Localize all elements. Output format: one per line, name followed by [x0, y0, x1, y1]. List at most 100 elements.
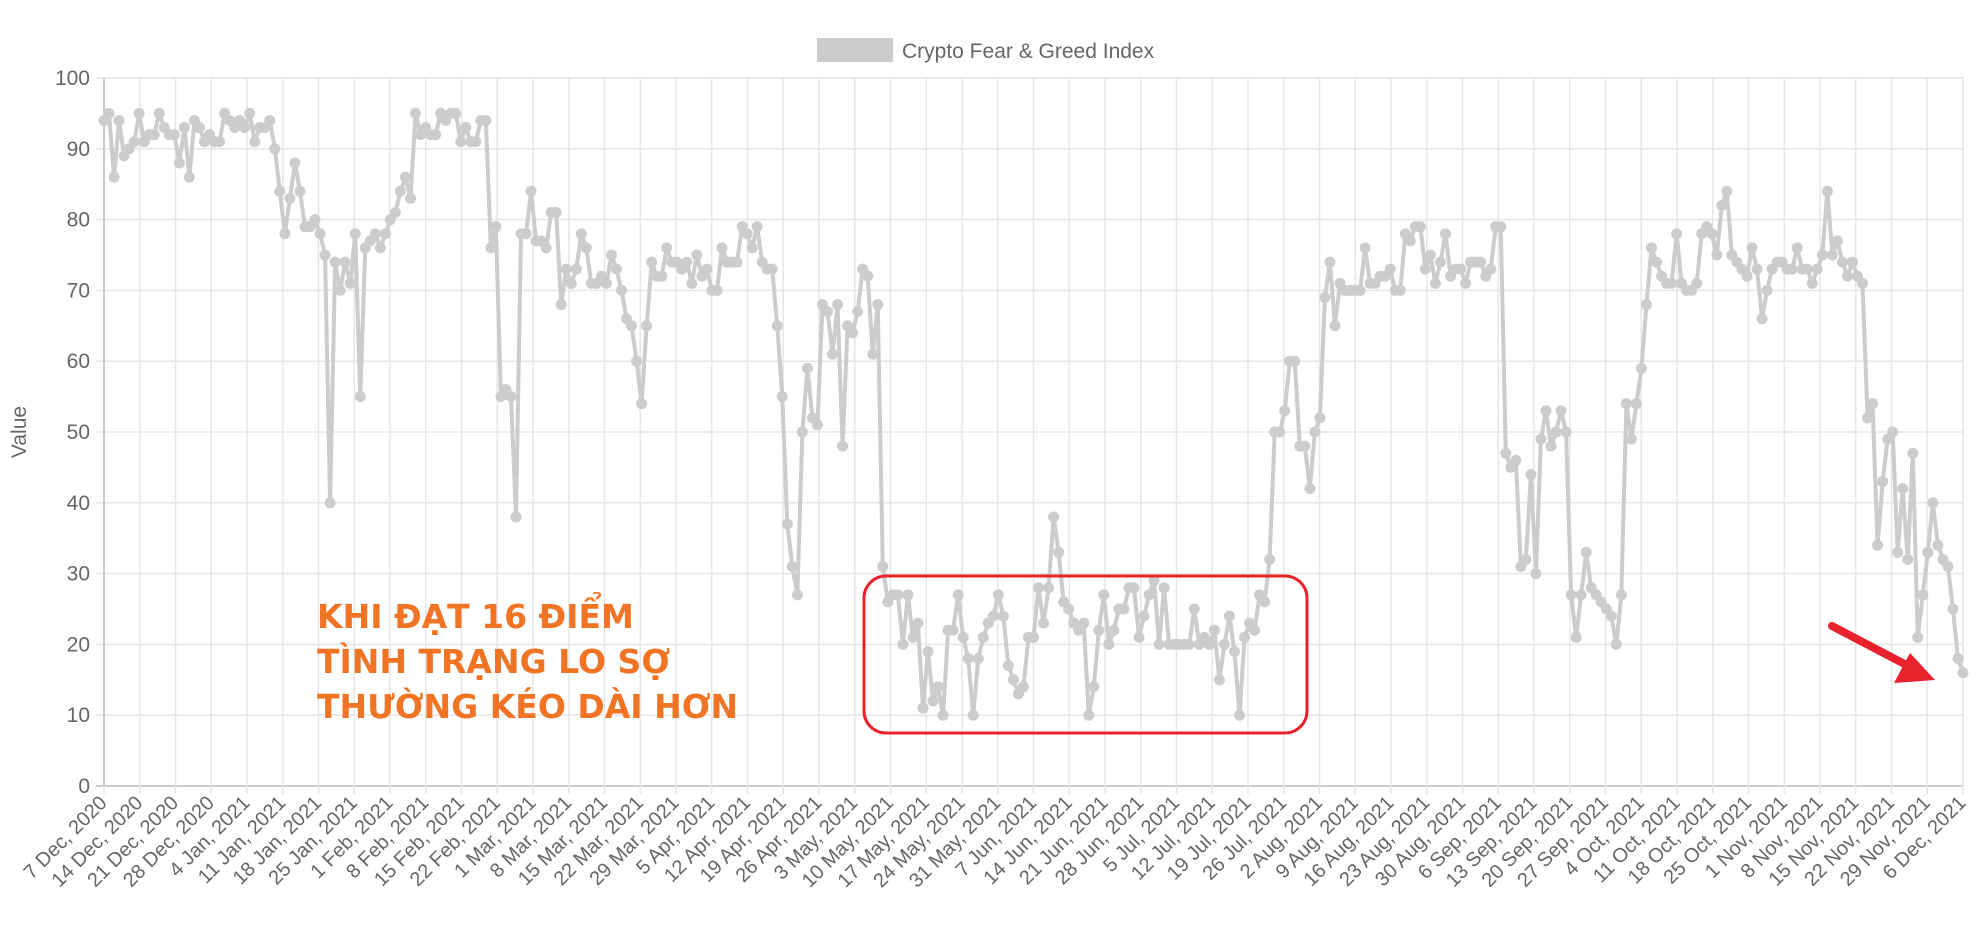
- data-point[interactable]: [289, 157, 301, 169]
- data-point[interactable]: [1811, 263, 1823, 275]
- data-point[interactable]: [153, 107, 165, 119]
- data-point[interactable]: [852, 306, 864, 318]
- data-point[interactable]: [1038, 617, 1050, 629]
- data-point[interactable]: [661, 242, 673, 254]
- data-point[interactable]: [1575, 589, 1587, 601]
- data-point[interactable]: [525, 185, 537, 197]
- data-point[interactable]: [560, 263, 572, 275]
- data-point[interactable]: [1319, 291, 1331, 303]
- data-point[interactable]: [1651, 256, 1663, 268]
- data-point[interactable]: [113, 114, 125, 126]
- data-point[interactable]: [1580, 546, 1592, 558]
- data-point[interactable]: [1239, 631, 1251, 643]
- data-point[interactable]: [580, 242, 592, 254]
- data-point[interactable]: [1691, 277, 1703, 289]
- data-point[interactable]: [1500, 447, 1512, 459]
- data-point[interactable]: [1877, 476, 1889, 488]
- data-point[interactable]: [957, 631, 969, 643]
- data-point[interactable]: [470, 136, 482, 148]
- data-point[interactable]: [967, 709, 979, 721]
- data-point[interactable]: [1520, 553, 1532, 565]
- data-point[interactable]: [1188, 603, 1200, 615]
- data-point[interactable]: [173, 157, 185, 169]
- data-point[interactable]: [389, 207, 401, 219]
- data-point[interactable]: [872, 299, 884, 311]
- data-point[interactable]: [1867, 398, 1879, 410]
- data-point[interactable]: [837, 440, 849, 452]
- data-point[interactable]: [1952, 653, 1964, 665]
- data-point[interactable]: [1846, 256, 1858, 268]
- data-point[interactable]: [1932, 539, 1944, 551]
- data-point[interactable]: [847, 327, 859, 339]
- data-point[interactable]: [932, 681, 944, 693]
- data-point[interactable]: [1088, 681, 1100, 693]
- data-point[interactable]: [631, 355, 643, 367]
- data-point[interactable]: [1620, 398, 1632, 410]
- data-point[interactable]: [1439, 228, 1451, 240]
- data-point[interactable]: [1279, 405, 1291, 417]
- data-point[interactable]: [922, 645, 934, 657]
- data-point[interactable]: [610, 263, 622, 275]
- data-point[interactable]: [1043, 582, 1055, 594]
- data-point[interactable]: [626, 320, 638, 332]
- data-point[interactable]: [997, 610, 1009, 622]
- data-point[interactable]: [1304, 483, 1316, 495]
- data-point[interactable]: [103, 107, 115, 119]
- data-point[interactable]: [877, 561, 889, 573]
- data-point[interactable]: [485, 242, 497, 254]
- data-point[interactable]: [1183, 638, 1195, 650]
- data-point[interactable]: [284, 192, 296, 204]
- data-point[interactable]: [1203, 638, 1215, 650]
- data-point[interactable]: [1635, 362, 1647, 374]
- data-point[interactable]: [636, 398, 648, 410]
- data-point[interactable]: [827, 348, 839, 360]
- data-point[interactable]: [616, 284, 628, 296]
- data-point[interactable]: [1429, 277, 1441, 289]
- data-point[interactable]: [550, 207, 562, 219]
- data-point[interactable]: [766, 263, 778, 275]
- data-point[interactable]: [314, 228, 326, 240]
- data-point[interactable]: [686, 277, 698, 289]
- data-point[interactable]: [1495, 221, 1507, 233]
- data-point[interactable]: [912, 617, 924, 629]
- data-point[interactable]: [822, 306, 833, 318]
- data-point[interactable]: [520, 228, 532, 240]
- data-point[interactable]: [1213, 674, 1225, 686]
- data-point[interactable]: [1414, 221, 1426, 233]
- data-point[interactable]: [977, 631, 989, 643]
- data-point[interactable]: [344, 277, 356, 289]
- data-point[interactable]: [274, 185, 286, 197]
- data-point[interactable]: [1791, 242, 1803, 254]
- data-point[interactable]: [1746, 242, 1758, 254]
- data-point[interactable]: [1289, 355, 1301, 367]
- data-point[interactable]: [1048, 511, 1060, 523]
- data-point[interactable]: [1550, 426, 1562, 438]
- data-point[interactable]: [555, 299, 567, 311]
- data-point[interactable]: [1158, 582, 1170, 594]
- data-point[interactable]: [1249, 624, 1261, 636]
- data-point[interactable]: [1324, 256, 1336, 268]
- data-point[interactable]: [1475, 256, 1487, 268]
- data-point[interactable]: [379, 228, 391, 240]
- data-point[interactable]: [1143, 589, 1155, 601]
- data-point[interactable]: [1605, 610, 1617, 622]
- data-point[interactable]: [1309, 426, 1321, 438]
- data-point[interactable]: [1942, 561, 1954, 573]
- data-point[interactable]: [987, 610, 999, 622]
- data-point[interactable]: [455, 136, 467, 148]
- data-point[interactable]: [1806, 277, 1818, 289]
- data-point[interactable]: [1228, 645, 1240, 657]
- data-point[interactable]: [1666, 277, 1678, 289]
- data-point[interactable]: [1565, 589, 1577, 601]
- data-point[interactable]: [1836, 256, 1848, 268]
- data-point[interactable]: [1711, 249, 1723, 261]
- data-point[interactable]: [1540, 405, 1552, 417]
- data-point[interactable]: [1033, 582, 1045, 594]
- data-point[interactable]: [1535, 433, 1547, 445]
- data-point[interactable]: [319, 249, 331, 261]
- data-point[interactable]: [1721, 185, 1733, 197]
- data-point[interactable]: [1218, 638, 1230, 650]
- data-point[interactable]: [269, 143, 281, 155]
- data-point[interactable]: [1912, 631, 1924, 643]
- data-point[interactable]: [540, 242, 552, 254]
